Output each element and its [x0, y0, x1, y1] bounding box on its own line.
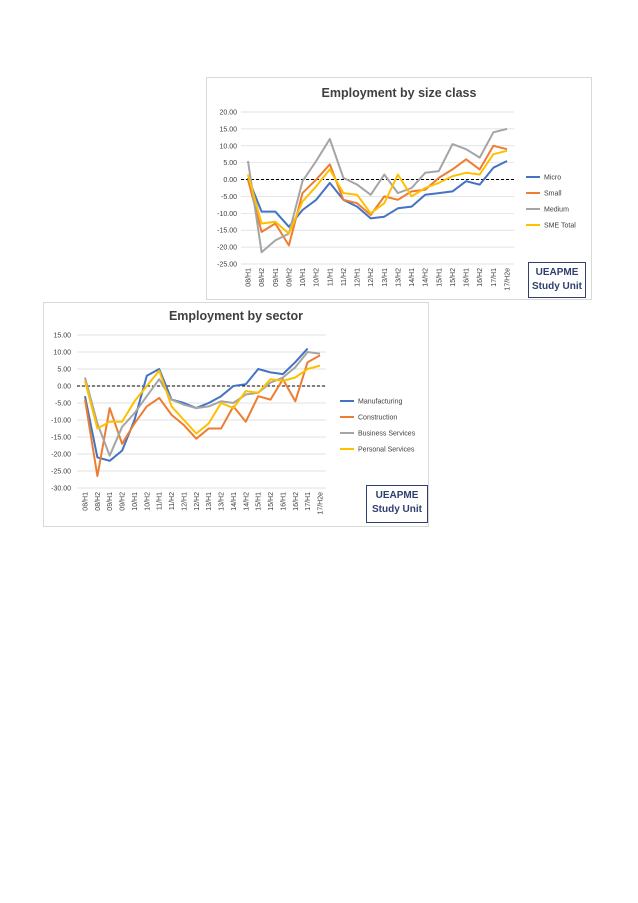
- x-tick-label: 08/H2: [259, 268, 266, 287]
- y-tick-label: 10.00: [219, 143, 237, 150]
- x-tick-label: 14/H1: [409, 268, 416, 287]
- x-tick-label: 16/H2: [293, 492, 300, 511]
- x-tick-label: 08/H1: [246, 268, 253, 287]
- x-tick-label: 14/H1: [231, 492, 238, 511]
- y-tick-label: 15.00: [219, 126, 237, 133]
- y-tick-label: -30.00: [51, 486, 71, 493]
- x-tick-label: 16/H1: [464, 268, 471, 287]
- y-tick-label: -10.00: [217, 211, 237, 218]
- chart-panel-size-class: [206, 77, 592, 300]
- series-line-small: [247, 144, 508, 247]
- chart-title: Employment by sector: [169, 309, 303, 323]
- x-tick-label: 08/H1: [83, 492, 90, 511]
- y-tick-label: -20.00: [51, 452, 71, 459]
- series-line-medium: [247, 127, 508, 254]
- x-tick-label: 14/H2: [423, 268, 430, 287]
- legend-label: SME Total: [544, 223, 576, 230]
- legend-label: Small: [544, 191, 562, 198]
- x-tick-label: 12/H1: [181, 492, 188, 511]
- x-tick-label: 15/H2: [450, 268, 457, 287]
- x-tick-label: 17/H2e: [318, 492, 325, 515]
- y-tick-label: 0.00: [223, 177, 237, 184]
- x-tick-label: 16/H2: [477, 268, 484, 287]
- y-tick-label: 5.00: [57, 367, 71, 374]
- x-tick-label: 14/H2: [243, 492, 250, 511]
- x-tick-label: 17/H1: [305, 492, 312, 511]
- y-tick-label: -5.00: [55, 401, 71, 408]
- y-tick-label: -15.00: [217, 228, 237, 235]
- x-tick-label: 12/H2: [368, 268, 375, 287]
- badge-line2: Study Unit: [532, 281, 582, 292]
- x-tick-label: 08/H2: [95, 492, 102, 511]
- x-tick-label: 09/H2: [120, 492, 127, 511]
- x-tick-label: 13/H2: [395, 268, 402, 287]
- series-line-business-services: [84, 351, 321, 457]
- x-tick-label: 11/H1: [327, 268, 334, 286]
- x-tick-label: 09/H1: [107, 492, 114, 511]
- x-tick-label: 10/H1: [300, 268, 307, 287]
- x-tick-label: 10/H2: [314, 268, 321, 287]
- x-tick-label: 13/H1: [206, 492, 213, 511]
- x-tick-label: 09/H1: [273, 268, 280, 287]
- chart-title: Employment by size class: [322, 86, 477, 100]
- y-tick-label: -25.00: [217, 262, 237, 269]
- x-tick-label: 12/H2: [194, 492, 201, 511]
- badge-line2: Study Unit: [372, 504, 422, 515]
- series-line-construction: [84, 354, 321, 478]
- series-line-sme-total: [247, 149, 508, 235]
- y-tick-label: 10.00: [53, 350, 71, 357]
- study-unit-badge: UEAPME Study Unit: [528, 262, 586, 298]
- y-tick-label: 15.00: [53, 333, 71, 340]
- x-tick-label: 17/H1: [491, 268, 498, 287]
- x-tick-label: 13/H2: [219, 492, 226, 511]
- y-tick-label: -15.00: [51, 435, 71, 442]
- x-tick-label: 09/H2: [286, 268, 293, 287]
- study-unit-badge: UEAPME Study Unit: [366, 485, 428, 523]
- x-tick-label: 10/H2: [144, 492, 151, 511]
- y-tick-label: -5.00: [221, 194, 237, 201]
- y-tick-label: -20.00: [217, 245, 237, 252]
- x-tick-label: 17/H2e: [505, 268, 512, 291]
- badge-line1: UEAPME: [535, 267, 579, 278]
- x-tick-label: 15/H2: [268, 492, 275, 511]
- legend-label: Manufacturing: [358, 399, 402, 406]
- x-tick-label: 12/H1: [355, 268, 362, 287]
- legend-label: Personal Services: [358, 447, 415, 454]
- y-tick-label: -10.00: [51, 418, 71, 425]
- y-tick-label: 20.00: [219, 110, 237, 117]
- legend-label: Business Services: [358, 431, 416, 438]
- x-tick-label: 11/H1: [157, 492, 164, 510]
- y-tick-label: 5.00: [223, 160, 237, 167]
- legend-label: Medium: [544, 207, 569, 214]
- y-tick-label: -25.00: [51, 469, 71, 476]
- x-tick-label: 13/H1: [382, 268, 389, 287]
- x-tick-label: 15/H1: [436, 268, 443, 287]
- series-line-manufacturing: [84, 347, 309, 462]
- badge-line1: UEAPME: [375, 490, 419, 501]
- legend-label: Construction: [358, 415, 397, 422]
- x-tick-label: 11/H2: [341, 268, 348, 286]
- y-tick-label: 0.00: [57, 384, 71, 391]
- x-tick-label: 10/H1: [132, 492, 139, 511]
- x-tick-label: 11/H2: [169, 492, 176, 510]
- legend-label: Micro: [544, 175, 561, 182]
- x-tick-label: 16/H1: [280, 492, 287, 511]
- chart-panel-sector: [43, 302, 429, 527]
- series-line-personal-services: [84, 364, 321, 435]
- x-tick-label: 15/H1: [256, 492, 263, 511]
